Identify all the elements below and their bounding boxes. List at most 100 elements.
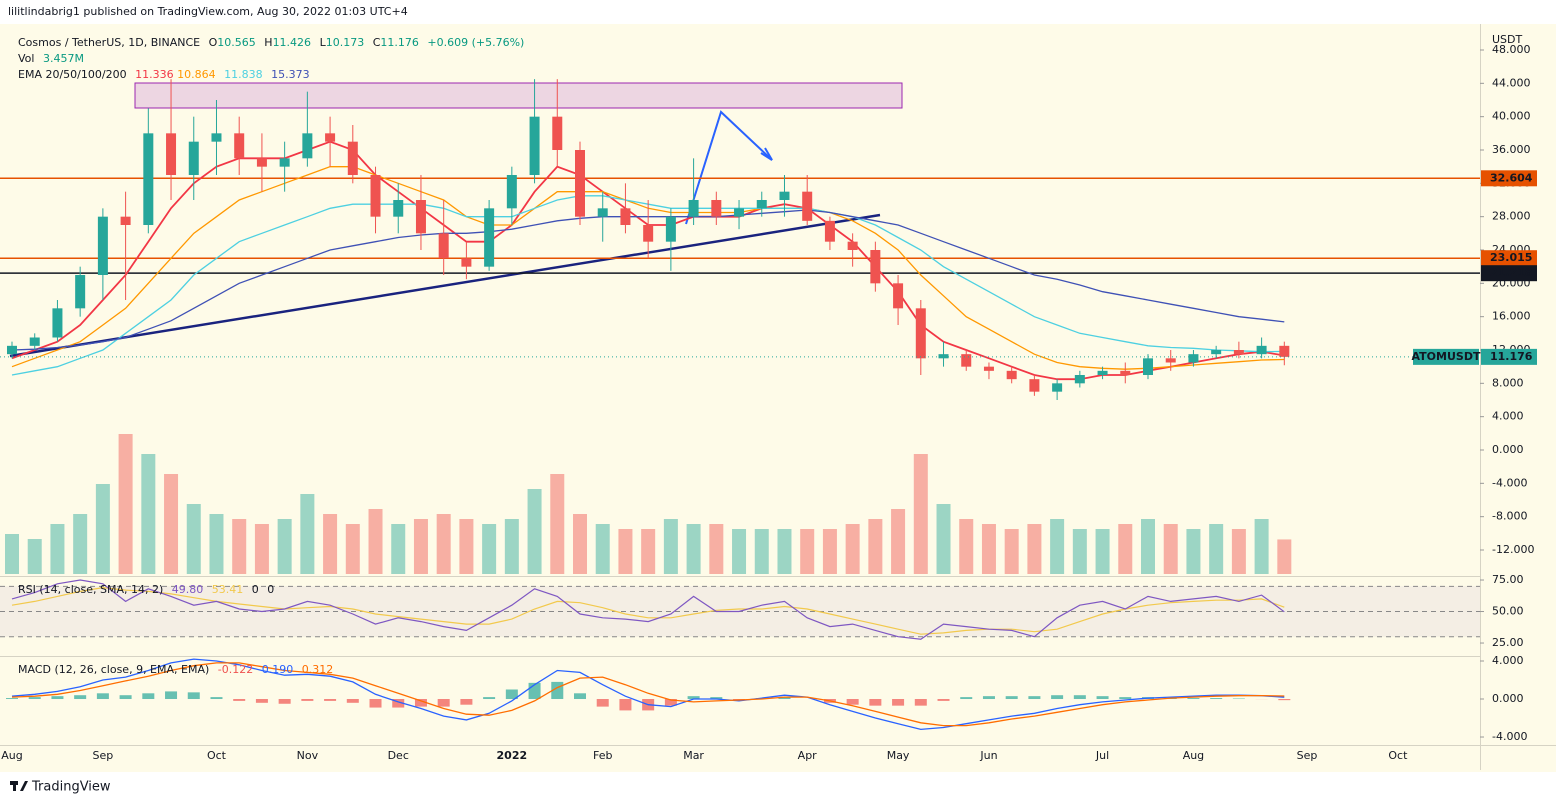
volume-bar [1186, 529, 1201, 574]
macd-histogram-bar [255, 699, 268, 703]
macd-legend: MACD (12, 26, close, 9, EMA, EMA) -0.122… [18, 663, 333, 677]
volume-bar [641, 529, 656, 574]
candle-body [575, 150, 585, 217]
volume-bar [1231, 529, 1246, 574]
volume-bar [436, 514, 451, 574]
volume-bar [368, 509, 383, 574]
candle-body [1120, 370, 1131, 375]
macd-histogram-bar [1028, 696, 1041, 700]
candle-body [1097, 370, 1108, 375]
volume-bar [50, 524, 65, 574]
macd-histogram-bar [369, 699, 382, 708]
macd-histogram-bar [460, 699, 473, 705]
volume-bar [1209, 524, 1224, 574]
candle-body [665, 216, 676, 242]
rsi-line [11, 579, 1285, 640]
x-tick-label: Jul [1095, 749, 1109, 762]
candle-body [1188, 354, 1199, 363]
volume-bar [595, 524, 610, 574]
volume-bar [141, 454, 156, 574]
candle-body [1211, 350, 1222, 355]
symbol-tag-label: ATOMUSDT [1412, 350, 1481, 363]
volume-bar [1027, 524, 1042, 574]
y-tick-label: 4.000 [1492, 654, 1524, 667]
ema-value: 15.373 [271, 68, 310, 81]
volume-bar [323, 514, 338, 574]
macd-value: 0.190 [261, 663, 294, 676]
macd-histogram-bar [96, 693, 109, 700]
macd-histogram-bar [619, 699, 632, 711]
candle-body [279, 158, 290, 167]
macd-histogram-bar [937, 699, 950, 701]
y-tick-label: 28.000 [1492, 210, 1531, 223]
volume-bar [232, 519, 247, 574]
y-tick-label: 0.000 [1492, 692, 1524, 705]
macd-histogram-bar [1187, 698, 1200, 700]
volume-bar [1095, 529, 1110, 574]
rsi-legend: RSI (14, close, SMA, 14, 2) 49.80 53.41 … [18, 583, 274, 597]
ohlc-value: 10.173 [325, 36, 365, 49]
volume-bar [822, 529, 837, 574]
volume-bar [1254, 519, 1269, 574]
x-tick-label: Oct [207, 749, 227, 762]
candle-body [779, 191, 790, 200]
last-price-box [1481, 348, 1537, 365]
macd-histogram-bar [892, 699, 905, 706]
candle-body [1233, 350, 1244, 355]
volume-bar [459, 519, 474, 574]
candle-body [52, 308, 63, 338]
volume-bar [186, 504, 201, 574]
macd-histogram-bar [414, 699, 427, 707]
volume-bar [504, 519, 519, 574]
volume-bar [413, 519, 428, 574]
x-tick-label: Mar [683, 749, 704, 762]
candle-body [620, 208, 631, 225]
x-tick-label: 2022 [497, 749, 528, 762]
candle-body [915, 308, 926, 359]
projection-arrow [685, 110, 773, 225]
macd-histogram-bar [1005, 696, 1018, 700]
y-tick-label: 8.000 [1492, 376, 1524, 389]
candle-body [7, 345, 17, 355]
volume-bar [95, 484, 110, 574]
macd-histogram-bar [1096, 696, 1109, 700]
volume-bar [527, 489, 542, 574]
volume-bar [1277, 539, 1292, 574]
volume-bar [73, 514, 88, 574]
x-tick-label: Aug [1183, 749, 1204, 762]
front-layer: ATOMUSDT 11.176 32.604 23.015 21.218 [0, 79, 1537, 731]
rsi-sma-value: 53.41 [211, 583, 244, 596]
macd-histogram-bar [960, 697, 973, 700]
arrow-head [760, 147, 773, 161]
brand-name: TradingView [31, 780, 111, 795]
candle-body [166, 133, 177, 175]
volume-bar [686, 524, 701, 574]
macd-histogram-bar [687, 696, 700, 700]
y-tick-label: -12.000 [1492, 543, 1534, 556]
volume-bar [1141, 519, 1155, 574]
brand-logo [10, 781, 28, 791]
candle-body [802, 191, 813, 221]
rsi-extra: 0 [267, 583, 275, 596]
macd-histogram-bar [1278, 699, 1291, 701]
volume-bar [800, 529, 815, 574]
volume-bar [1163, 524, 1178, 574]
volume-bar [618, 529, 633, 574]
candle-body [75, 275, 86, 309]
level-label-box [1481, 250, 1537, 267]
candle-body [506, 175, 517, 209]
symbol-title: Cosmos / TetherUS, 1D, BINANCE [18, 36, 201, 49]
x-tick-label: May [887, 749, 910, 762]
candle-body [325, 133, 336, 142]
candle-body [847, 241, 858, 250]
macd-histogram-bar [346, 699, 359, 703]
macd-histogram-bar [1051, 695, 1064, 700]
macd-histogram-bar [914, 699, 927, 706]
candle-body [1165, 358, 1176, 363]
candle-body [1052, 383, 1063, 392]
price-change: +0.609 (+5.76%) [427, 36, 525, 49]
macd-histogram-bar [392, 699, 405, 708]
chart-background [0, 24, 1556, 772]
volume-bar [5, 534, 19, 574]
